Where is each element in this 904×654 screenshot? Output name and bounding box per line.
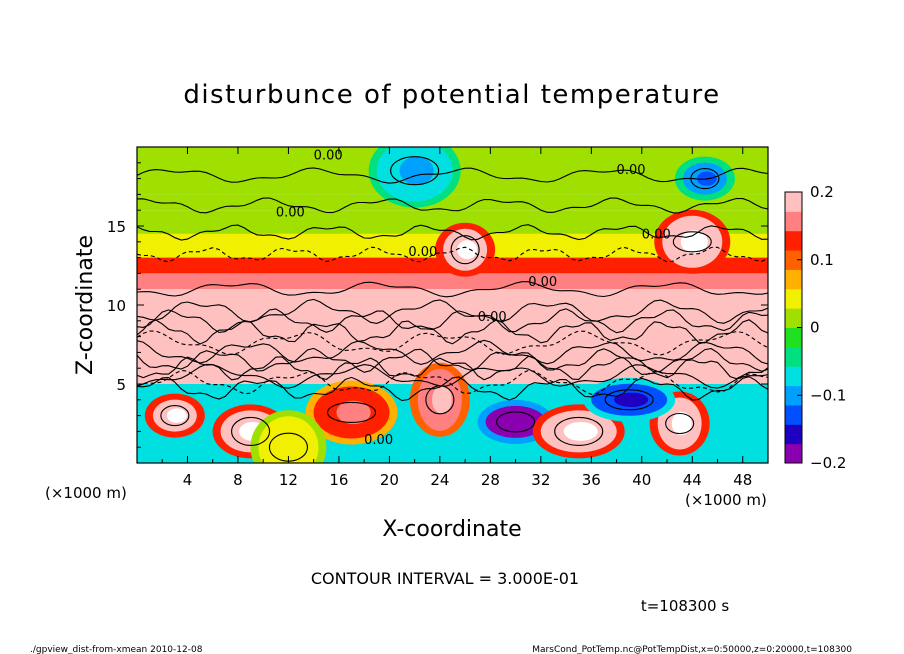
plot-area: 0.00 0.00 0.00 0.00 0.00 0.00 0.00 0.00 xyxy=(136,146,769,464)
x-tick-label: 12 xyxy=(279,471,298,489)
y-tick-label: 15 xyxy=(107,218,126,236)
colorbar-segment xyxy=(785,346,802,367)
contour-line xyxy=(137,339,768,365)
x-tick-label: 24 xyxy=(430,471,449,489)
field-patches xyxy=(144,147,735,463)
colorbar-segment xyxy=(785,308,802,328)
footer-right: MarsCond_PotTemp.nc@PotTempDist,x=0:5000… xyxy=(532,645,852,654)
contour-line xyxy=(665,412,695,435)
field-patch xyxy=(457,240,478,260)
footer-left: ./gpview_dist-from-xmean 2010-12-08 xyxy=(30,645,203,654)
field-band xyxy=(137,289,768,305)
contour-line xyxy=(554,416,604,446)
time-label: t=108300 s xyxy=(641,597,729,615)
colorbar-segment xyxy=(785,269,802,290)
x-tick-label: 28 xyxy=(481,471,500,489)
field-patch xyxy=(336,400,371,425)
colorbar-segment xyxy=(785,424,802,445)
colorbar-tick-label: 0.2 xyxy=(810,183,834,201)
contour-line xyxy=(160,405,190,427)
field-patch xyxy=(276,433,304,462)
colorbar-segment xyxy=(785,327,802,348)
field-patch xyxy=(504,414,532,430)
colorbar-segment xyxy=(785,366,802,387)
contour-interval-text: CONTOUR INTERVAL = 3.000E-01 xyxy=(311,569,579,588)
x-axis-label: X-coordinate xyxy=(382,517,521,542)
colorbar-segment xyxy=(785,288,802,309)
x-tick-label: 8 xyxy=(233,471,243,489)
field-band xyxy=(137,273,768,290)
contour-label: 0.00 xyxy=(314,149,343,164)
contour-label: 0.00 xyxy=(478,310,507,325)
contour-line xyxy=(137,167,768,184)
field-patch xyxy=(680,230,708,254)
contour-line xyxy=(137,369,768,395)
colorbar-segment xyxy=(785,211,802,232)
y-tick-label: 10 xyxy=(107,297,126,315)
contour-label: 0.00 xyxy=(528,275,557,290)
colorbar-segment xyxy=(785,250,802,270)
contour-line xyxy=(690,168,720,190)
contour-line xyxy=(390,156,440,186)
colorbar-segment xyxy=(785,443,802,464)
y-axis-label: Z-coordinate xyxy=(73,235,98,375)
contour-line xyxy=(137,246,768,263)
contour-line xyxy=(604,389,654,411)
colorbar-segment xyxy=(785,385,802,406)
x-tick-label: 20 xyxy=(380,471,399,489)
contour-line xyxy=(137,281,768,298)
contour-line xyxy=(231,416,271,446)
field-patch xyxy=(399,156,434,185)
field-patch xyxy=(166,408,187,423)
x-unit-right: (×1000 m) xyxy=(685,491,767,509)
colorbar-segment xyxy=(785,192,802,212)
x-tick-label: 48 xyxy=(733,471,752,489)
contour-line xyxy=(326,401,377,423)
field-band xyxy=(137,194,768,211)
field-patch xyxy=(671,411,692,436)
colorbar-tick-label: −0.2 xyxy=(810,454,846,472)
field-patch xyxy=(614,392,649,407)
contour-lines xyxy=(137,156,768,462)
colorbar xyxy=(784,191,803,464)
field-patch xyxy=(563,421,598,441)
contour-label: 0.00 xyxy=(364,433,393,448)
x-tick-label: 16 xyxy=(329,471,348,489)
contour-line xyxy=(496,411,536,433)
x-axis-ticks: 4 8 12 16 20 24 28 32 36 40 44 48 xyxy=(161,147,752,489)
x-tick-label: 32 xyxy=(531,471,550,489)
x-tick-label: 4 xyxy=(183,471,193,489)
contour-line xyxy=(425,385,455,415)
y-tick-label: 5 xyxy=(116,376,126,394)
contour-label: 0.00 xyxy=(408,245,437,260)
contour-line xyxy=(137,347,768,373)
x-tick-label: 40 xyxy=(632,471,651,489)
contour-line xyxy=(672,231,712,253)
colorbar-tick-label: 0 xyxy=(810,319,820,337)
contour-line xyxy=(137,319,768,345)
colorbar-segment xyxy=(785,404,802,425)
contour-line xyxy=(137,376,768,402)
contour-line xyxy=(137,330,768,356)
colorbar-tick-label: −0.1 xyxy=(810,386,846,404)
x-unit-left: (×1000 m) xyxy=(45,484,127,502)
contour-label: 0.00 xyxy=(276,206,305,221)
x-tick-label: 44 xyxy=(683,471,702,489)
contour-label: 0.00 xyxy=(642,228,671,243)
contour-line xyxy=(137,224,768,241)
contour-line xyxy=(450,235,480,265)
colorbar-ticks: 0.2 0.1 0 −0.1 −0.2 xyxy=(797,183,846,472)
x-tick-label: 36 xyxy=(582,471,601,489)
field-band xyxy=(137,210,768,234)
contour-labels: 0.00 0.00 0.00 0.00 0.00 0.00 0.00 0.00 xyxy=(276,149,671,448)
contour-line xyxy=(137,197,768,214)
y-axis-ticks: 5 10 15 xyxy=(107,162,768,448)
colorbar-segment xyxy=(785,230,802,251)
contour-label: 0.00 xyxy=(617,163,646,178)
contour-line xyxy=(137,298,768,324)
colorbar-tick-label: 0.1 xyxy=(810,251,834,269)
field-patch xyxy=(431,385,452,414)
chart-title: disturbunce of potential temperature xyxy=(183,80,720,110)
